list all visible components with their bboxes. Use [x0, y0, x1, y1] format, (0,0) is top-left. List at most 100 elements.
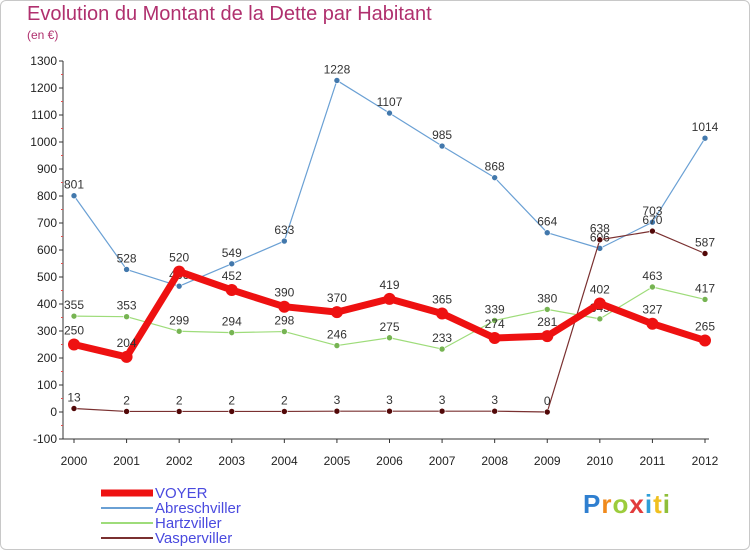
- data-point: [123, 266, 130, 273]
- data-label: 638: [590, 222, 610, 236]
- data-label: 1107: [377, 95, 403, 109]
- logo-letter: r: [601, 489, 613, 519]
- data-point: [699, 334, 711, 347]
- data-label: 549: [222, 246, 242, 260]
- data-label: 298: [274, 314, 294, 328]
- data-label: 2: [281, 393, 288, 407]
- data-label: 2: [176, 393, 183, 407]
- data-label: 633: [274, 223, 294, 237]
- data-point: [123, 408, 130, 415]
- data-label: 985: [432, 128, 452, 142]
- data-point: [386, 109, 393, 117]
- data-point: [488, 332, 501, 345]
- data-point: [596, 236, 604, 244]
- data-point: [175, 282, 183, 290]
- data-label: 3: [439, 393, 446, 407]
- x-tick-label: 2000: [61, 454, 88, 468]
- data-point: [491, 174, 498, 181]
- y-tick-label: 1000: [30, 135, 57, 149]
- data-label: 801: [64, 178, 84, 192]
- x-tick-label: 2003: [218, 454, 245, 468]
- data-label: 528: [117, 251, 137, 265]
- data-label: 281: [537, 315, 557, 329]
- data-label: 274: [485, 317, 505, 331]
- data-point: [438, 345, 446, 353]
- data-label: 339: [485, 302, 505, 316]
- y-tick-label: 400: [37, 297, 57, 311]
- logo-letter: o: [612, 489, 630, 519]
- data-point: [123, 313, 130, 320]
- data-point: [333, 407, 341, 415]
- chart-unit: (en €): [27, 28, 59, 42]
- y-tick-label: 900: [37, 162, 57, 176]
- y-tick-label: 700: [37, 216, 57, 230]
- logo-letter: i: [662, 489, 671, 519]
- data-point: [541, 330, 554, 343]
- data-point: [701, 250, 709, 257]
- y-tick-label: 500: [37, 270, 57, 284]
- data-label: 670: [642, 213, 662, 227]
- data-point: [436, 307, 449, 320]
- data-point: [225, 283, 238, 296]
- data-point: [70, 405, 78, 412]
- legend-label-abreschviller: Abreschviller: [155, 500, 241, 517]
- data-point: [386, 407, 393, 415]
- x-tick-label: 2004: [271, 454, 298, 468]
- data-label: 463: [642, 269, 662, 283]
- logo-letter: t: [653, 489, 663, 519]
- data-label: 3: [386, 393, 393, 407]
- data-point: [70, 192, 78, 200]
- data-point: [281, 328, 288, 335]
- data-point: [543, 306, 551, 313]
- x-tick-label: 2009: [534, 454, 561, 468]
- data-label: 3: [334, 393, 341, 407]
- logo-letter: P: [583, 489, 602, 519]
- data-point: [596, 315, 604, 323]
- data-label: 703: [642, 204, 662, 218]
- x-tick-label: 2007: [429, 454, 456, 468]
- y-tick-label: 800: [37, 189, 57, 203]
- data-label: 275: [379, 320, 399, 334]
- x-tick-label: 2002: [166, 454, 193, 468]
- data-point: [175, 327, 183, 335]
- data-label: 204: [117, 336, 137, 350]
- x-tick-label: 2010: [586, 454, 613, 468]
- data-label: 2: [228, 393, 235, 407]
- data-label: 520: [169, 251, 189, 265]
- data-label: 1228: [324, 62, 351, 76]
- data-point: [173, 265, 186, 278]
- data-label: 587: [695, 236, 715, 250]
- y-tick-label: 300: [37, 324, 57, 338]
- data-point: [228, 408, 236, 415]
- data-label: 355: [64, 298, 84, 312]
- legend-label-voyer: VOYER: [155, 485, 208, 502]
- data-label: 250: [64, 324, 84, 338]
- data-point: [649, 218, 656, 226]
- legend-label-vasperviller: Vasperviller: [155, 530, 232, 547]
- data-label: 402: [590, 282, 610, 296]
- data-point: [649, 283, 656, 291]
- y-tick-label: 100: [37, 378, 57, 392]
- data-label: 353: [117, 299, 137, 313]
- data-point: [70, 312, 78, 320]
- data-point: [701, 134, 709, 142]
- data-point: [68, 338, 80, 351]
- data-label: 868: [485, 160, 505, 174]
- data-label: 233: [432, 331, 452, 345]
- data-label: 417: [695, 281, 715, 295]
- x-tick-label: 2005: [324, 454, 351, 468]
- x-tick-label: 2011: [640, 454, 666, 468]
- logo-letter: x: [629, 489, 645, 519]
- data-label: 380: [537, 291, 557, 305]
- data-label: 2: [123, 393, 130, 407]
- data-label: 370: [327, 291, 347, 305]
- data-point: [543, 408, 551, 416]
- data-point: [228, 329, 236, 336]
- y-tick-label: 0: [50, 405, 57, 419]
- data-label: 246: [327, 328, 347, 342]
- data-label: 664: [537, 215, 557, 229]
- proxiti-logo: Proxiti: [583, 489, 671, 520]
- data-point: [649, 227, 656, 235]
- y-tick-label: 200: [37, 351, 57, 365]
